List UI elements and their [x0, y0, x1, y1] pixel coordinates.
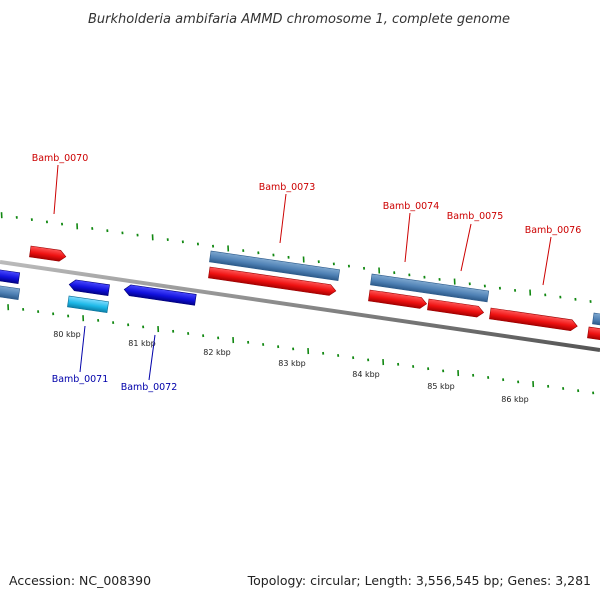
scale-labels: 80 kbp 81 kbp 82 kbp 83 kbp 84 kbp 85 kb…: [53, 330, 529, 404]
gene-labels: Bamb_0070 Bamb_0071 Bamb_0072 Bamb_0073 …: [32, 153, 582, 393]
gene-bar-bamb-0073[interactable]: [209, 250, 340, 281]
gene-label-bamb-0074[interactable]: Bamb_0074: [383, 201, 440, 212]
leader-line-bamb-0071: [79, 325, 86, 373]
cds-arrow-left-edge[interactable]: [0, 268, 21, 284]
reverse-features: [0, 268, 197, 313]
scale-label: 81 kbp: [128, 339, 156, 348]
cds-arrow-bamb-0074[interactable]: [368, 289, 428, 309]
gene-label-bamb-0071[interactable]: Bamb_0071: [52, 374, 109, 385]
gene-bar-edge[interactable]: [592, 312, 600, 328]
leader-line-bamb-0075: [460, 223, 472, 272]
label-leader-lines: [53, 164, 552, 381]
cds-arrow-bamb-0070[interactable]: [29, 245, 67, 262]
cds-arrow-bamb-0072[interactable]: [123, 284, 197, 306]
leader-line-bamb-0072: [148, 334, 156, 381]
leader-line-bamb-0070: [53, 164, 59, 215]
gene-label-bamb-0070[interactable]: Bamb_0070: [32, 153, 89, 164]
gene-bar-bamb-0071[interactable]: [67, 295, 109, 313]
cds-arrow-bamb-0075[interactable]: [427, 298, 485, 318]
map-title: Burkholderia ambifaria AMMD chromosome 1…: [88, 12, 510, 27]
scale-label: 85 kbp: [427, 382, 455, 391]
genome-summary-text: Topology: circular; Length: 3,556,545 bp…: [247, 573, 591, 588]
gene-bar-bamb-0074-0075[interactable]: [370, 273, 490, 303]
cds-arrow-bamb-0071[interactable]: [68, 279, 110, 296]
cds-arrow-edge[interactable]: [587, 326, 600, 342]
gene-label-bamb-0075[interactable]: Bamb_0075: [447, 211, 504, 222]
scale-label: 86 kbp: [501, 395, 529, 404]
scale-label: 80 kbp: [53, 330, 81, 339]
forward-cds-features: [29, 245, 600, 342]
cds-arrow-bamb-0073[interactable]: [208, 266, 337, 296]
gene-label-bamb-0072[interactable]: Bamb_0072: [121, 382, 178, 393]
scale-label: 83 kbp: [278, 359, 306, 368]
leader-line-bamb-0076: [542, 236, 552, 286]
forward-tick-track: [0, 212, 592, 303]
scale-label: 84 kbp: [352, 370, 380, 379]
gene-bar-left-edge[interactable]: [0, 284, 21, 300]
forward-gene-features: [209, 250, 600, 328]
genome-backbone: [0, 260, 600, 352]
gene-label-bamb-0076[interactable]: Bamb_0076: [525, 225, 582, 236]
leader-line-bamb-0074: [404, 212, 411, 263]
gene-label-bamb-0073[interactable]: Bamb_0073: [259, 182, 316, 193]
leader-line-bamb-0073: [279, 193, 287, 244]
cds-arrow-bamb-0076[interactable]: [489, 307, 578, 332]
scale-label: 82 kbp: [203, 348, 231, 357]
reverse-tick-track: [7, 304, 595, 395]
accession-text: Accession: NC_008390: [9, 573, 151, 588]
